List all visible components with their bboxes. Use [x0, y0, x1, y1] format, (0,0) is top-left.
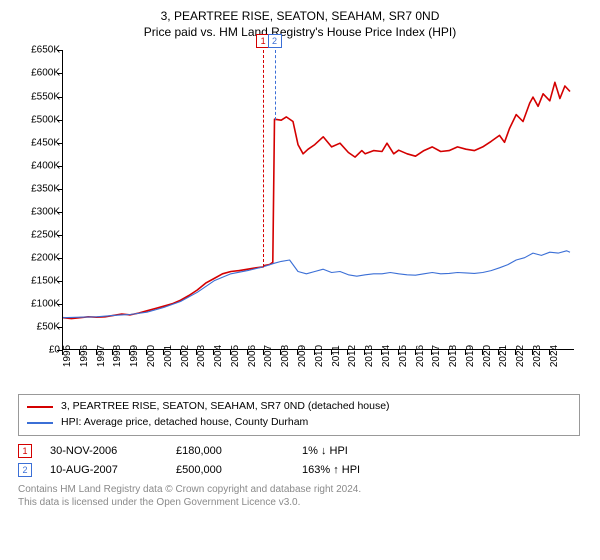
x-axis-label: 2006 — [247, 345, 258, 367]
legend-row: 3, PEARTREE RISE, SEATON, SEAHAM, SR7 0N… — [27, 399, 571, 415]
legend-label: HPI: Average price, detached house, Coun… — [61, 415, 308, 431]
x-axis-label: 2015 — [398, 345, 409, 367]
transaction-row: 2 10-AUG-2007 £500,000 163% ↑ HPI — [18, 463, 580, 477]
series-line — [63, 251, 570, 318]
y-axis-label: £400K — [31, 160, 60, 171]
price-chart: 12 £0 £50K £100K £150K £200K £250K £300K £350K £… — [18, 44, 582, 394]
y-axis-label: £350K — [31, 183, 60, 194]
y-axis-label: £50K — [37, 322, 60, 333]
transaction-date: 10-AUG-2007 — [50, 464, 158, 476]
y-axis-label: £450K — [31, 137, 60, 148]
transaction-date: 30-NOV-2006 — [50, 445, 158, 457]
y-axis-label: £0 — [49, 345, 60, 356]
x-axis-label: 1996 — [79, 345, 90, 367]
transaction-price: £180,000 — [176, 445, 284, 457]
x-axis-label: 2004 — [213, 345, 224, 367]
x-axis-label: 2001 — [163, 345, 174, 367]
x-axis-label: 2000 — [146, 345, 157, 367]
x-axis-label: 2011 — [331, 346, 342, 368]
legend-swatch — [27, 422, 53, 424]
sale-marker-box: 2 — [268, 34, 282, 48]
y-axis-label: £550K — [31, 91, 60, 102]
title-line-2: Price paid vs. HM Land Registry's House … — [144, 25, 456, 39]
chart-lines — [63, 50, 575, 350]
x-axis-label: 2019 — [465, 345, 476, 367]
y-axis-label: £200K — [31, 253, 60, 264]
x-axis-label: 2013 — [364, 345, 375, 367]
y-axis-label: £500K — [31, 114, 60, 125]
credits-line-1: Contains HM Land Registry data © Crown c… — [18, 484, 361, 495]
chart-title: 3, PEARTREE RISE, SEATON, SEAHAM, SR7 0N… — [18, 8, 582, 40]
x-axis-label: 2002 — [180, 345, 191, 367]
transaction-price: £500,000 — [176, 464, 284, 476]
y-axis-label: £300K — [31, 206, 60, 217]
legend-swatch — [27, 406, 53, 408]
transaction-vs-hpi: 163% ↑ HPI — [302, 464, 410, 476]
sale-marker-line — [263, 50, 264, 267]
x-axis-label: 2009 — [297, 345, 308, 367]
transaction-marker: 1 — [18, 444, 32, 458]
credits-line-2: This data is licensed under the Open Gov… — [18, 497, 300, 508]
series-line — [63, 83, 570, 319]
x-axis-label: 2014 — [381, 345, 392, 367]
y-axis-label: £100K — [31, 299, 60, 310]
y-axis-label: £600K — [31, 68, 60, 79]
data-credits: Contains HM Land Registry data © Crown c… — [18, 483, 580, 510]
x-axis-label: 2024 — [549, 345, 560, 367]
x-axis-label: 2003 — [196, 345, 207, 367]
transaction-marker: 2 — [18, 463, 32, 477]
x-axis-label: 2021 — [498, 345, 509, 367]
sale-marker-line — [275, 50, 276, 119]
x-axis-label: 2022 — [515, 345, 526, 367]
plot-area: 12 — [62, 50, 574, 350]
y-axis-label: £250K — [31, 229, 60, 240]
x-axis-label: 2017 — [431, 345, 442, 367]
x-axis-label: 2005 — [230, 345, 241, 367]
x-axis-label: 2008 — [280, 345, 291, 367]
x-axis-label: 2018 — [448, 345, 459, 367]
transaction-row: 1 30-NOV-2006 £180,000 1% ↓ HPI — [18, 444, 580, 458]
x-axis-label: 2010 — [314, 345, 325, 367]
x-axis-label: 2023 — [532, 345, 543, 367]
legend-row: HPI: Average price, detached house, Coun… — [27, 415, 571, 431]
x-axis-label: 2012 — [347, 345, 358, 367]
x-axis-label: 1998 — [112, 345, 123, 367]
legend: 3, PEARTREE RISE, SEATON, SEAHAM, SR7 0N… — [18, 394, 580, 436]
x-axis-label: 2016 — [415, 345, 426, 367]
title-line-1: 3, PEARTREE RISE, SEATON, SEAHAM, SR7 0N… — [161, 9, 440, 23]
y-axis-label: £150K — [31, 276, 60, 287]
x-axis-label: 1995 — [62, 345, 73, 367]
x-axis-label: 1999 — [129, 345, 140, 367]
legend-label: 3, PEARTREE RISE, SEATON, SEAHAM, SR7 0N… — [61, 399, 390, 415]
transaction-vs-hpi: 1% ↓ HPI — [302, 445, 410, 457]
y-axis-label: £650K — [31, 45, 60, 56]
x-axis-label: 2020 — [482, 345, 493, 367]
x-axis-label: 1997 — [96, 345, 107, 367]
transactions-table: 1 30-NOV-2006 £180,000 1% ↓ HPI 2 10-AUG-2007… — [18, 444, 580, 477]
x-axis-label: 2007 — [263, 345, 274, 367]
